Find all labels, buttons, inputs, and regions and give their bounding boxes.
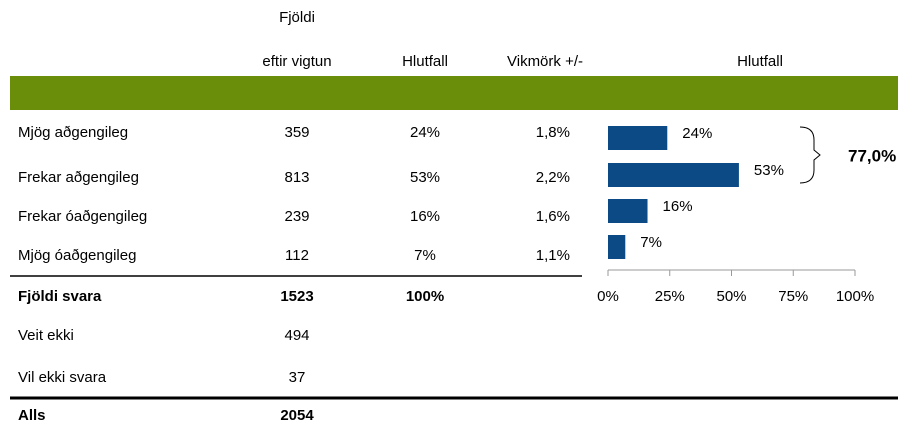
cell: 1,6% (536, 208, 570, 225)
cell: Vil ekki svara (18, 369, 107, 386)
cell: Frekar aðgengileg (18, 169, 139, 186)
x-tick-label: 75% (778, 288, 808, 305)
bar (608, 235, 626, 259)
value-label: 16% (663, 198, 693, 215)
cell: 53% (410, 169, 440, 186)
cell: Mjög aðgengileg (18, 124, 128, 141)
annotation: 77,0% (848, 146, 896, 165)
bracket (799, 126, 821, 184)
cell: 239 (284, 208, 309, 225)
cell: 359 (284, 124, 309, 141)
header: Fjöldi (279, 9, 315, 26)
x-tick-label: 0% (597, 288, 619, 305)
cell: 24% (410, 124, 440, 141)
cell: 1,8% (536, 124, 570, 141)
cell: 1523 (280, 288, 313, 305)
cell: 2054 (280, 407, 314, 424)
x-tick-label: 50% (716, 288, 746, 305)
cell: 37 (289, 369, 306, 386)
header: eftir vigtun (262, 53, 331, 70)
bar (608, 163, 739, 187)
x-tick-label: 100% (836, 288, 874, 305)
chart-title: Hlutfall (737, 53, 783, 70)
cell: Veit ekki (18, 327, 74, 344)
header: Vikmörk +/- (507, 53, 583, 70)
cell: 494 (284, 327, 309, 344)
cell: Frekar óaðgengileg (18, 208, 147, 225)
header-band (10, 76, 898, 110)
bar (608, 199, 648, 223)
cell: 7% (414, 247, 436, 264)
cell: 1,1% (536, 247, 570, 264)
cell: 2,2% (536, 169, 570, 186)
cell: Alls (18, 407, 46, 424)
cell: 813 (284, 169, 309, 186)
cell: Fjöldi svara (18, 288, 102, 305)
cell: 112 (285, 247, 309, 264)
x-tick-label: 25% (655, 288, 685, 305)
cell: 16% (410, 208, 440, 225)
bar (608, 126, 668, 150)
header: Hlutfall (402, 53, 448, 70)
cell: 100% (406, 288, 444, 305)
value-label: 53% (754, 162, 784, 179)
value-label: 24% (682, 125, 712, 142)
cell: Mjög óaðgengileg (18, 247, 136, 264)
value-label: 7% (640, 234, 662, 251)
